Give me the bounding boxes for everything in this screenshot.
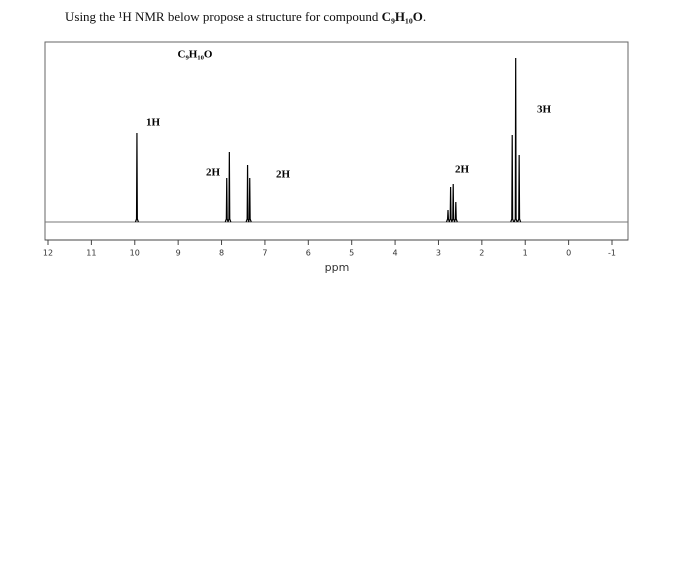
peak-annotation: 3H <box>537 104 552 116</box>
peak <box>448 186 453 223</box>
x-tick-label: 9 <box>176 249 181 258</box>
x-tick-label: 6 <box>306 249 311 258</box>
peak <box>227 151 232 223</box>
x-axis-label: ppm <box>325 261 350 274</box>
compound: C₉H₁₀O <box>381 9 423 24</box>
peak <box>247 177 252 223</box>
x-tick-label: 11 <box>86 249 96 258</box>
x-tick-label: 2 <box>479 249 484 258</box>
x-tick-label: 8 <box>219 249 224 258</box>
peak-annotation: 2H <box>276 169 291 181</box>
question-end: . <box>422 9 427 24</box>
x-tick-label: 7 <box>262 249 267 258</box>
question: Using the ¹H NMR below propose a structu… <box>65 9 426 25</box>
plot-frame <box>44 41 629 241</box>
peak-annotation: 2H <box>455 164 470 176</box>
peak <box>224 177 229 223</box>
x-tick-label: 3 <box>436 249 441 258</box>
x-tick-label: 0 <box>566 249 571 258</box>
formula-label: C₉H₁₀O <box>178 49 213 61</box>
x-tick-label: 1 <box>523 249 528 258</box>
x-tick-label: -1 <box>608 249 616 258</box>
peak <box>510 134 515 223</box>
x-tick-label: 4 <box>393 249 398 258</box>
question-text: Using the ¹H NMR below propose a structu… <box>65 9 382 24</box>
peak <box>513 57 518 223</box>
peak <box>245 164 250 223</box>
peak-annotation: 1H <box>146 117 161 129</box>
peak-annotation: 2H <box>206 167 221 179</box>
x-tick-label: 10 <box>130 249 140 258</box>
x-tick-label: 5 <box>349 249 354 258</box>
peak <box>517 154 522 223</box>
peak <box>134 132 140 223</box>
peak <box>451 183 456 223</box>
peak <box>445 209 451 223</box>
peak <box>453 201 458 223</box>
x-tick-label: 12 <box>43 249 53 258</box>
